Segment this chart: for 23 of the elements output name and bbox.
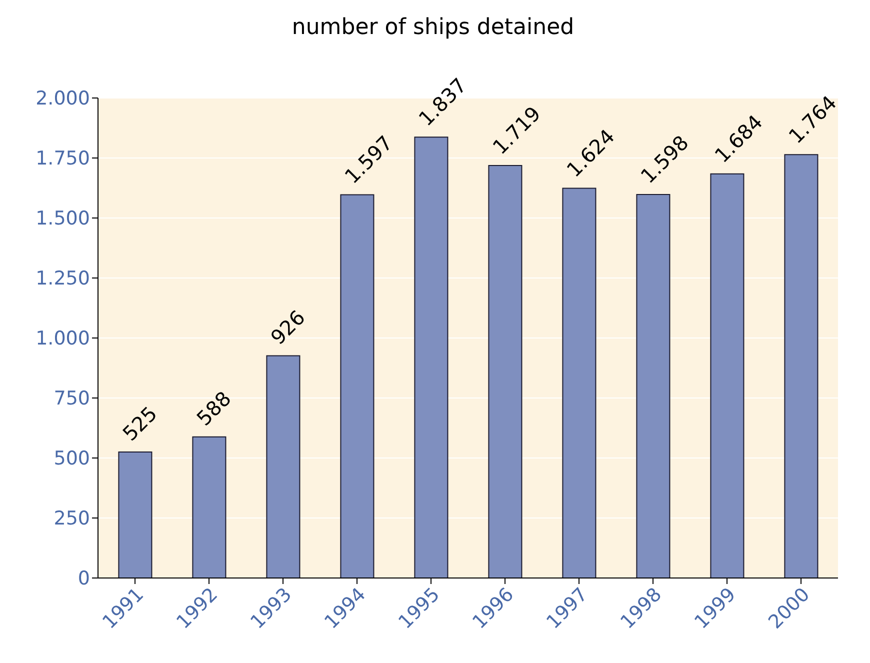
data-label: 525 — [118, 402, 162, 446]
data-label: 588 — [192, 386, 236, 430]
data-label: 926 — [266, 305, 310, 350]
bar — [340, 194, 374, 578]
y-tick-label: 250 — [54, 508, 90, 530]
bar — [266, 355, 300, 578]
y-tick-label: 1.000 — [36, 328, 90, 350]
bar — [784, 154, 818, 578]
y-tick-label: 1.250 — [36, 268, 90, 290]
bar — [636, 194, 670, 578]
bar — [118, 452, 152, 578]
y-tick-label: 750 — [54, 388, 90, 410]
y-tick-label: 2.000 — [36, 88, 90, 110]
y-tick-label: 1.750 — [36, 148, 90, 170]
bar — [192, 436, 226, 578]
bar — [562, 188, 596, 578]
bar — [488, 164, 522, 578]
chart-title: number of ships detained — [290, 14, 576, 42]
y-tick-label: 500 — [54, 448, 90, 470]
bar — [414, 136, 448, 578]
y-tick-label: 1.500 — [36, 208, 90, 230]
bar — [710, 173, 744, 578]
y-tick-label: 0 — [78, 568, 90, 590]
